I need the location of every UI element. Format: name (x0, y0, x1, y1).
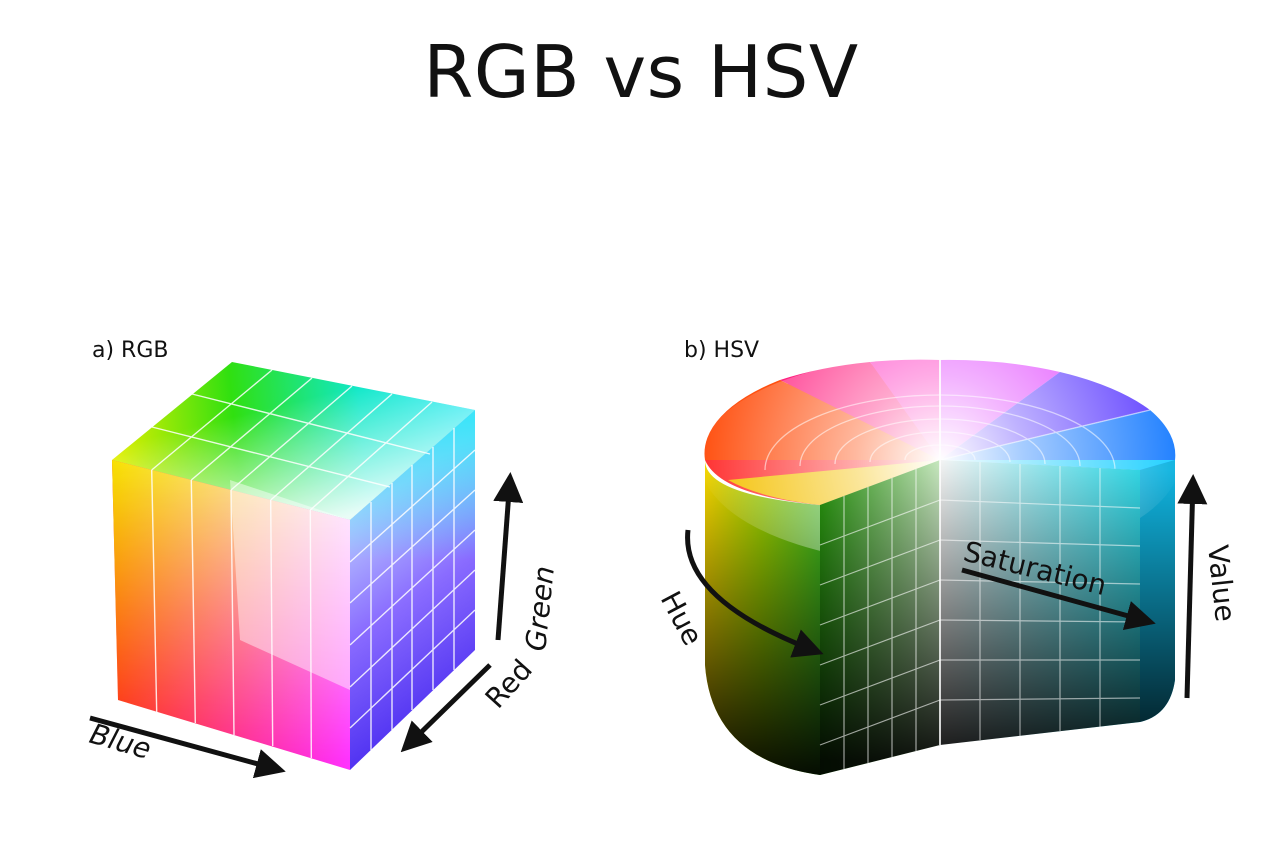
hsv-panel-label: b) HSV (684, 338, 760, 363)
red-axis-arrow (400, 663, 492, 753)
rgb-panel-label: a) RGB (92, 338, 169, 363)
hsv-cut-face-left (819, 460, 941, 775)
rgb-cube-front-face (112, 460, 350, 770)
hue-axis-label: Hue (654, 586, 709, 651)
hsv-cylinder (700, 355, 1180, 775)
rgb-cube (112, 362, 476, 770)
hue-axis-arrow (685, 529, 824, 658)
saturation-axis-arrow (961, 567, 1156, 631)
value-axis-label: Value (1201, 543, 1242, 623)
value-axis-arrow (1177, 474, 1208, 699)
slide-title: RGB vs HSV (423, 30, 859, 114)
green-axis-label: Green (519, 564, 561, 652)
red-axis-label: Red (479, 653, 539, 715)
green-axis-arrow (493, 472, 524, 641)
blue-axis-arrow (89, 715, 286, 779)
blue-axis-label: Blue (86, 717, 155, 766)
rgb-cube-grid (151, 369, 476, 759)
hsv-cut-face-right (939, 360, 1141, 745)
